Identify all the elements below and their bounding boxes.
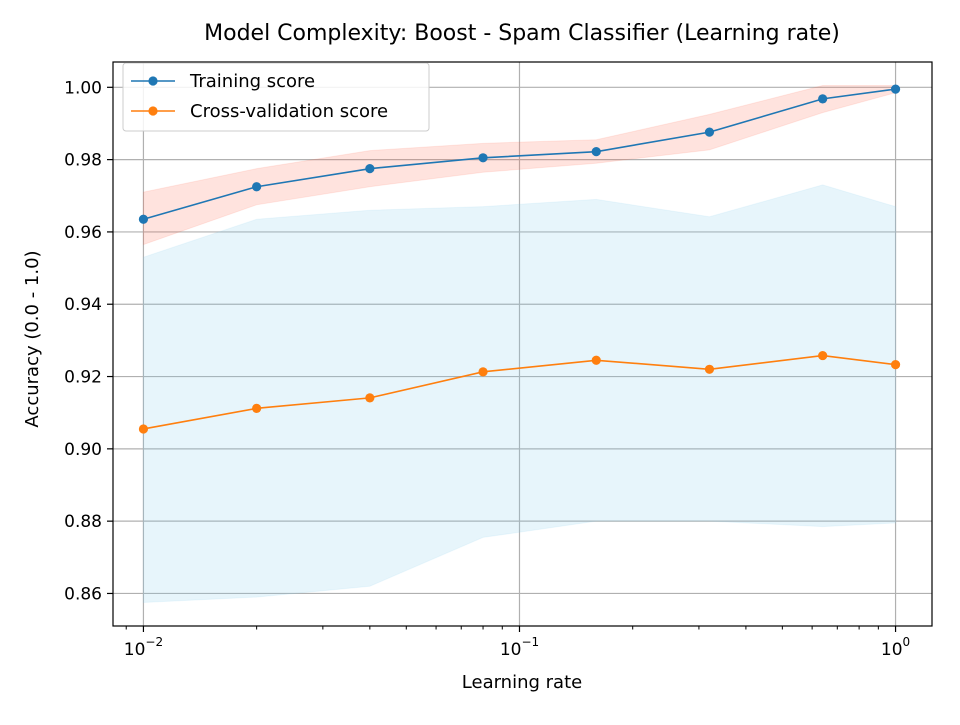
data-point [591,355,601,365]
data-point [704,364,715,374]
data-point [818,94,828,104]
y-tick-label: 0.90 [64,440,102,460]
data-point [591,147,601,157]
series-line [143,88,896,221]
legend-marker [148,106,158,116]
data-point [252,182,262,192]
y-tick-label: 0.92 [64,368,102,388]
series-0 [138,84,901,224]
legend: Training score Cross-validation score [122,62,430,132]
y-tick-label: 0.86 [64,584,102,604]
data-point [478,367,488,377]
confidence-band-1 [142,184,897,604]
axes-frame [112,61,933,627]
legend-marker [148,76,158,86]
data-point [138,214,149,224]
data-point [252,403,262,413]
x-tick-label: 100 [881,635,910,660]
y-tick-label: 0.96 [64,223,102,243]
x-axis-label: Learning rate [462,672,582,693]
chart-title: Model Complexity: Boost - Spam Classifie… [204,21,840,46]
data-point [890,84,901,94]
data-point [138,424,149,434]
y-tick-label: 0.88 [64,512,102,532]
y-tick-label: 0.94 [64,295,102,315]
y-axis-label: Accuracy (0.0 - 1.0) [22,250,43,427]
data-point [818,350,828,361]
y-tick-label: 1.00 [64,78,102,98]
series-line [143,354,896,430]
x-tick-label: 10−1 [500,635,539,660]
x-ticks: 10−2 10−1 100 [124,626,910,660]
legend-label: Training score [189,71,315,92]
y-ticks: 0.86 0.88 0.90 0.92 0.94 0.96 0.98 1.00 [64,78,113,604]
series-1 [138,350,901,434]
data-point [478,153,488,163]
y-tick-label: 0.98 [64,151,102,171]
x-tick-label: 10−2 [124,635,163,660]
data-point [704,127,715,137]
x-minor-ticks [125,626,879,630]
legend-box [122,62,430,132]
data-point [365,393,375,403]
data-point [365,164,375,174]
plot-area: 0.86 0.88 0.90 0.92 0.94 0.96 0.98 1.00 10−2 10−1… [64,61,933,660]
legend-label: Cross-validation score [190,101,388,122]
data-point [890,360,901,370]
confidence-bands [142,85,897,604]
